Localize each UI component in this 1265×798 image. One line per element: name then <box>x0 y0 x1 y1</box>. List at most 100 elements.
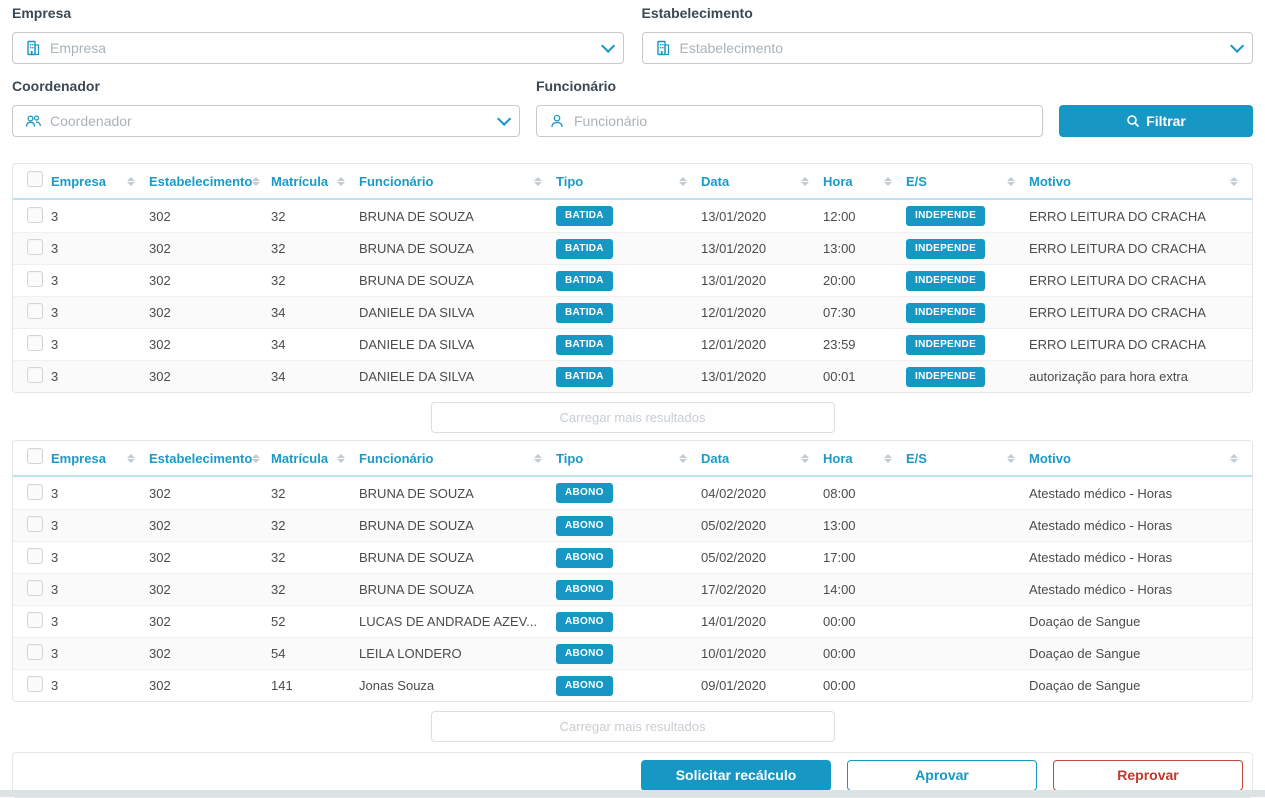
sort-icon[interactable] <box>679 453 687 463</box>
cell-funcionario: LEILA LONDERO <box>359 646 462 661</box>
row-checkbox[interactable] <box>27 516 43 532</box>
cell-data: 13/01/2020 <box>701 273 767 288</box>
load-more-button-batidas[interactable]: Carregar mais resultados <box>430 402 835 433</box>
sort-icon[interactable] <box>884 453 892 463</box>
column-header[interactable]: Estabelecimento <box>149 174 271 189</box>
cell-data: 04/02/2020 <box>701 485 767 501</box>
column-header[interactable]: Hora <box>823 451 906 466</box>
cell-empresa: 3 <box>51 208 59 224</box>
cell-funcionario: LUCAS DE ANDRADE AZEV... <box>359 614 537 629</box>
row-checkbox[interactable] <box>27 483 43 500</box>
sort-icon[interactable] <box>801 176 809 186</box>
estabelecimento-select[interactable]: Estabelecimento <box>641 32 1253 64</box>
column-header-label: Hora <box>823 450 853 466</box>
sort-icon[interactable] <box>534 176 542 186</box>
tipo-badge: BATIDA <box>556 302 613 323</box>
table-row: 3 302 32 BRUNA DE SOUZA BATIDA 13/01/2020 13:0… <box>13 232 1252 264</box>
cell-data: 12/01/2020 <box>701 305 767 320</box>
sort-icon[interactable] <box>1007 176 1015 186</box>
table-header-row: Empresa Estabelecimento Matrícula Funcionár… <box>13 441 1252 477</box>
sort-icon[interactable] <box>337 176 345 186</box>
cell-funcionario: BRUNA DE SOUZA <box>359 518 474 533</box>
sort-icon[interactable] <box>252 453 261 463</box>
cell-motivo: ERRO LEITURA DO CRACHA <box>1029 273 1206 288</box>
row-checkbox[interactable] <box>27 644 43 660</box>
column-header[interactable]: E/S <box>906 451 1029 466</box>
reprovar-button[interactable]: Reprovar <box>1053 759 1243 791</box>
aprovar-button[interactable]: Aprovar <box>847 759 1037 791</box>
column-header[interactable]: Hora <box>823 174 906 189</box>
cell-empresa: 3 <box>51 646 59 661</box>
row-checkbox[interactable] <box>27 271 43 287</box>
filtrar-button[interactable]: Filtrar <box>1059 105 1253 137</box>
column-header[interactable]: Empresa <box>51 451 149 466</box>
row-checkbox[interactable] <box>27 335 43 351</box>
column-header[interactable]: Tipo <box>556 451 701 466</box>
column-header[interactable]: E/S <box>906 174 1029 189</box>
column-header-label: Matrícula <box>271 173 329 189</box>
coordenador-select[interactable]: Coordenador <box>12 105 520 137</box>
empresa-select[interactable]: Empresa <box>12 32 624 64</box>
load-more-button-abonos[interactable]: Carregar mais resultados <box>430 711 835 742</box>
column-header[interactable]: Matrícula <box>271 451 359 466</box>
cell-motivo: Atestado médico - Horas <box>1029 582 1173 597</box>
row-checkbox[interactable] <box>27 676 43 692</box>
cell-empresa: 3 <box>51 305 59 320</box>
row-checkbox[interactable] <box>27 239 43 255</box>
cell-matricula: 32 <box>271 273 286 288</box>
sort-icon[interactable] <box>884 176 892 186</box>
column-header[interactable]: Motivo <box>1029 451 1252 466</box>
sort-icon[interactable] <box>252 176 261 186</box>
column-header[interactable]: Empresa <box>51 174 149 189</box>
column-header[interactable]: Funcionário <box>359 451 556 466</box>
cell-estabelecimento: 302 <box>149 614 171 629</box>
cell-tipo: ABONO <box>556 579 701 600</box>
cell-es: INDEPENDE <box>906 270 1029 291</box>
cell-data: 05/02/2020 <box>701 518 767 533</box>
sort-icon[interactable] <box>337 453 345 463</box>
cell-hora: 20:00 <box>823 273 856 288</box>
solicitar-recalculo-button[interactable]: Solicitar recálculo <box>641 759 831 791</box>
funcionario-input[interactable]: Funcionário <box>536 105 1043 137</box>
cell-estabelecimento: 302 <box>149 518 171 533</box>
row-checkbox[interactable] <box>27 303 43 319</box>
cell-tipo: BATIDA <box>556 334 701 355</box>
cell-hora: 17:00 <box>823 550 856 565</box>
row-checkbox[interactable] <box>27 612 43 628</box>
tipo-badge: BATIDA <box>556 206 613 226</box>
sort-icon[interactable] <box>801 453 809 463</box>
sort-icon[interactable] <box>1007 453 1015 463</box>
row-checkbox[interactable] <box>27 548 43 564</box>
column-header[interactable]: Matrícula <box>271 174 359 189</box>
row-checkbox[interactable] <box>27 580 43 596</box>
cell-estabelecimento: 302 <box>149 273 171 288</box>
cell-motivo: autorização para hora extra <box>1029 369 1188 384</box>
column-header-label: Tipo <box>556 173 584 189</box>
column-header[interactable]: Data <box>701 451 823 466</box>
cell-funcionario: DANIELE DA SILVA <box>359 305 475 320</box>
sort-icon[interactable] <box>127 176 135 186</box>
sort-icon[interactable] <box>127 453 135 463</box>
column-header[interactable]: Estabelecimento <box>149 451 271 466</box>
cell-hora: 00:01 <box>823 369 856 384</box>
select-all-checkbox[interactable] <box>27 447 43 464</box>
column-header[interactable]: Motivo <box>1029 174 1252 189</box>
chevron-down-icon <box>497 111 512 126</box>
sort-icon[interactable] <box>534 453 542 463</box>
table-body: 3 302 32 BRUNA DE SOUZA BATIDA 13/01/2020 12:0… <box>13 200 1252 392</box>
sort-icon[interactable] <box>1230 176 1238 186</box>
estabelecimento-label: Estabelecimento <box>641 5 753 21</box>
sort-icon[interactable] <box>679 176 687 186</box>
column-header[interactable]: Tipo <box>556 174 701 189</box>
sort-icon[interactable] <box>1230 453 1238 463</box>
row-checkbox[interactable] <box>27 206 43 223</box>
cell-funcionario: DANIELE DA SILVA <box>359 369 475 384</box>
select-all-checkbox[interactable] <box>27 170 43 187</box>
cell-motivo: Atestado médico - Horas <box>1029 485 1173 501</box>
row-checkbox[interactable] <box>27 367 43 383</box>
column-header[interactable]: Data <box>701 174 823 189</box>
filters-row-2: Coordenador Coordenador Funcionário Func… <box>12 78 1253 137</box>
column-header[interactable]: Funcionário <box>359 174 556 189</box>
table-row: 3 302 32 BRUNA DE SOUZA ABONO 05/02/2020 13:00… <box>13 509 1252 541</box>
cell-tipo: BATIDA <box>556 270 701 291</box>
